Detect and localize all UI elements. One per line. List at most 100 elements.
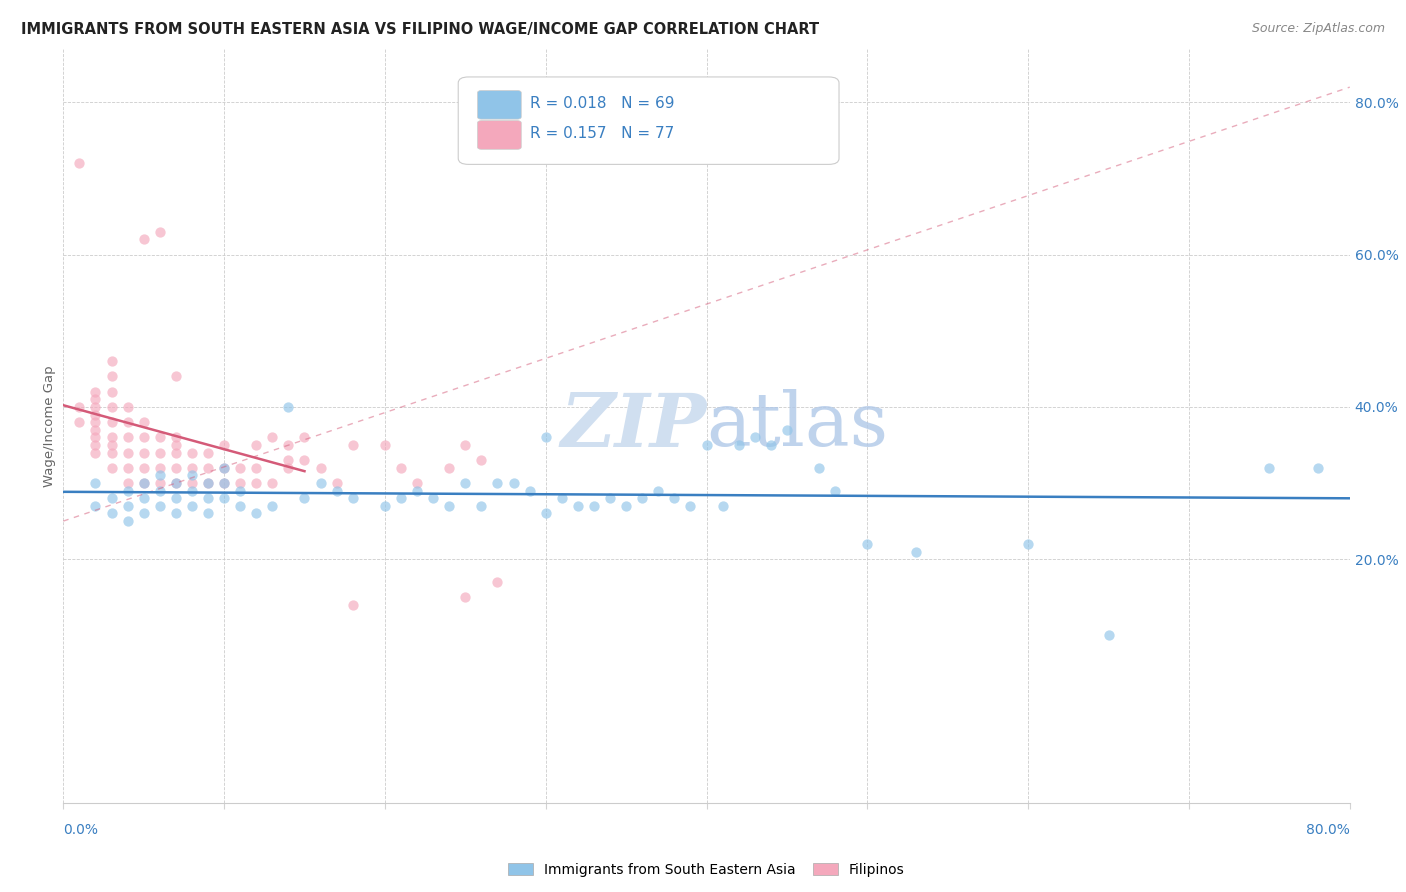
Point bbox=[165, 369, 187, 384]
Point bbox=[374, 499, 396, 513]
Point bbox=[165, 460, 187, 475]
Point bbox=[711, 499, 734, 513]
Point bbox=[149, 476, 172, 491]
Point bbox=[631, 491, 654, 506]
Point bbox=[277, 400, 299, 414]
Point bbox=[454, 591, 477, 605]
Point bbox=[117, 476, 139, 491]
Point bbox=[647, 483, 669, 498]
Point bbox=[294, 430, 316, 444]
Point bbox=[149, 483, 172, 498]
Text: Source: ZipAtlas.com: Source: ZipAtlas.com bbox=[1251, 22, 1385, 36]
Point bbox=[100, 369, 122, 384]
Point bbox=[212, 491, 235, 506]
Point bbox=[294, 453, 316, 467]
Point bbox=[149, 499, 172, 513]
Point bbox=[519, 483, 541, 498]
Point bbox=[229, 499, 252, 513]
Point bbox=[534, 507, 557, 521]
Point bbox=[262, 430, 284, 444]
Point bbox=[67, 156, 90, 170]
Point bbox=[117, 445, 139, 459]
Point bbox=[84, 408, 107, 422]
Point bbox=[165, 491, 187, 506]
Point bbox=[1258, 460, 1281, 475]
Point bbox=[132, 476, 155, 491]
Point bbox=[470, 453, 492, 467]
Point bbox=[212, 460, 235, 475]
Point bbox=[262, 476, 284, 491]
Point bbox=[1017, 537, 1039, 551]
Point bbox=[406, 483, 429, 498]
Point bbox=[100, 438, 122, 452]
Point bbox=[100, 491, 122, 506]
Point bbox=[197, 476, 219, 491]
Point bbox=[84, 438, 107, 452]
Point bbox=[132, 476, 155, 491]
Point bbox=[165, 430, 187, 444]
Point bbox=[245, 507, 267, 521]
Text: R = 0.157   N = 77: R = 0.157 N = 77 bbox=[530, 126, 675, 141]
Point bbox=[904, 544, 927, 558]
Point bbox=[502, 476, 524, 491]
Point bbox=[212, 460, 235, 475]
Point bbox=[181, 468, 204, 483]
Point bbox=[117, 430, 139, 444]
Point bbox=[149, 468, 172, 483]
Point bbox=[229, 476, 252, 491]
Point bbox=[856, 537, 879, 551]
Point bbox=[117, 483, 139, 498]
Point bbox=[132, 491, 155, 506]
Point bbox=[470, 499, 492, 513]
Point bbox=[84, 499, 107, 513]
Point bbox=[165, 476, 187, 491]
Point bbox=[1097, 628, 1119, 642]
Point bbox=[149, 225, 172, 239]
Text: ZIP: ZIP bbox=[560, 390, 707, 462]
Point bbox=[67, 400, 90, 414]
Point bbox=[229, 483, 252, 498]
FancyBboxPatch shape bbox=[458, 77, 839, 164]
Point bbox=[1306, 460, 1329, 475]
Point bbox=[212, 476, 235, 491]
Point bbox=[614, 499, 637, 513]
Legend: Immigrants from South Eastern Asia, Filipinos: Immigrants from South Eastern Asia, Fili… bbox=[503, 857, 910, 882]
Point bbox=[197, 491, 219, 506]
Point bbox=[67, 415, 90, 429]
Point bbox=[197, 445, 219, 459]
Point bbox=[342, 491, 364, 506]
Point bbox=[245, 438, 267, 452]
Point bbox=[759, 438, 782, 452]
Point bbox=[696, 438, 718, 452]
Point bbox=[181, 499, 204, 513]
Point bbox=[599, 491, 621, 506]
Point bbox=[294, 491, 316, 506]
Point bbox=[84, 384, 107, 399]
Point bbox=[454, 476, 477, 491]
Point bbox=[245, 460, 267, 475]
Point bbox=[486, 574, 509, 589]
Point bbox=[149, 430, 172, 444]
Point bbox=[486, 476, 509, 491]
Point bbox=[309, 476, 332, 491]
Point bbox=[117, 499, 139, 513]
Point bbox=[84, 400, 107, 414]
Text: 80.0%: 80.0% bbox=[1306, 823, 1350, 837]
Point bbox=[439, 499, 461, 513]
Point bbox=[776, 423, 799, 437]
Point bbox=[422, 491, 444, 506]
Point bbox=[165, 476, 187, 491]
Point bbox=[117, 415, 139, 429]
Point bbox=[84, 430, 107, 444]
Text: atlas: atlas bbox=[707, 390, 889, 462]
Point bbox=[744, 430, 766, 444]
Point bbox=[181, 445, 204, 459]
Point bbox=[534, 430, 557, 444]
Point bbox=[132, 460, 155, 475]
Point bbox=[325, 476, 347, 491]
Point bbox=[100, 507, 122, 521]
Point bbox=[551, 491, 574, 506]
Point bbox=[567, 499, 589, 513]
Point bbox=[245, 476, 267, 491]
Point bbox=[132, 445, 155, 459]
